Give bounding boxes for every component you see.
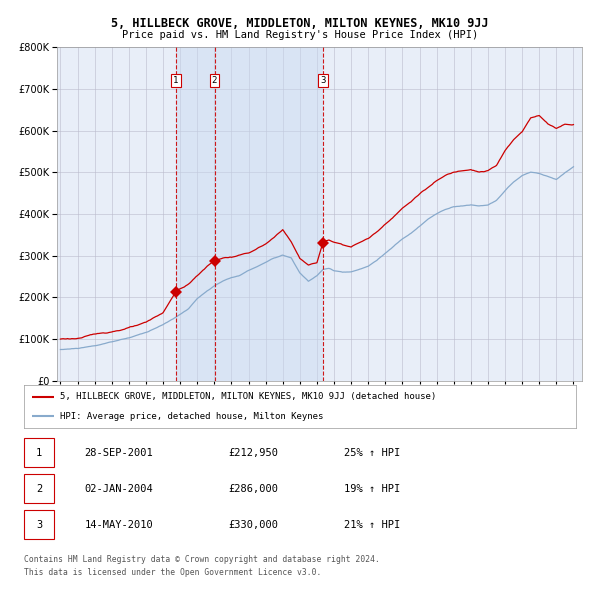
Text: 28-SEP-2001: 28-SEP-2001 [85,448,154,457]
Text: This data is licensed under the Open Government Licence v3.0.: This data is licensed under the Open Gov… [24,568,322,576]
Text: HPI: Average price, detached house, Milton Keynes: HPI: Average price, detached house, Milt… [60,412,323,421]
Text: £286,000: £286,000 [228,484,278,494]
Text: £330,000: £330,000 [228,520,278,530]
Text: 1: 1 [36,448,43,457]
Text: 02-JAN-2004: 02-JAN-2004 [85,484,154,494]
Text: Price paid vs. HM Land Registry's House Price Index (HPI): Price paid vs. HM Land Registry's House … [122,30,478,40]
Bar [24,438,55,467]
Text: 21% ↑ HPI: 21% ↑ HPI [344,520,400,530]
Text: 1: 1 [173,76,179,85]
Text: 3: 3 [36,520,43,530]
Bar [176,47,215,381]
Bar [215,47,323,381]
Text: 19% ↑ HPI: 19% ↑ HPI [344,484,400,494]
Text: 5, HILLBECK GROVE, MIDDLETON, MILTON KEYNES, MK10 9JJ: 5, HILLBECK GROVE, MIDDLETON, MILTON KEY… [111,17,489,30]
Text: 5, HILLBECK GROVE, MIDDLETON, MILTON KEYNES, MK10 9JJ (detached house): 5, HILLBECK GROVE, MIDDLETON, MILTON KEY… [60,392,436,401]
Text: 25% ↑ HPI: 25% ↑ HPI [344,448,400,457]
Text: 2: 2 [212,76,217,85]
Bar [24,510,55,539]
Text: £212,950: £212,950 [228,448,278,457]
Text: Contains HM Land Registry data © Crown copyright and database right 2024.: Contains HM Land Registry data © Crown c… [24,555,380,563]
Text: 14-MAY-2010: 14-MAY-2010 [85,520,154,530]
Text: 2: 2 [36,484,43,494]
Bar [24,474,55,503]
Text: 3: 3 [320,76,326,85]
